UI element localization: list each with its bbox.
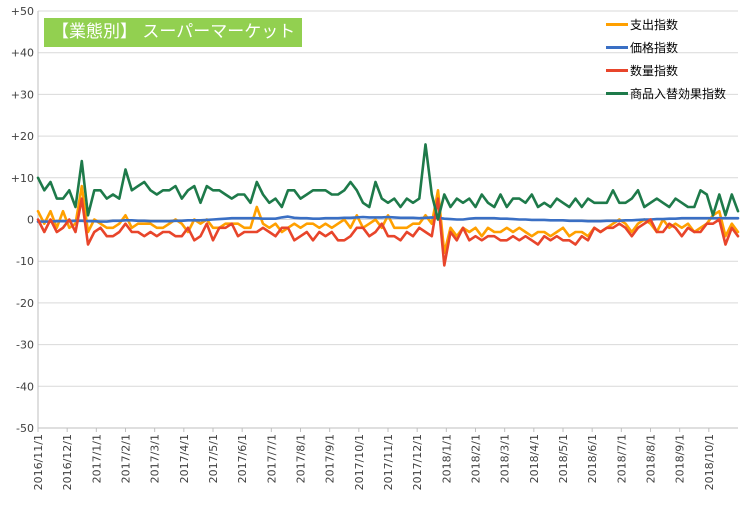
legend-label: 価格指数 xyxy=(630,41,679,55)
series-lines xyxy=(36,143,740,267)
x-tick-label: 2018/7/1 xyxy=(615,434,628,483)
x-tick-label: 2018/10/1 xyxy=(703,434,716,490)
x-tick-label: 2017/9/1 xyxy=(324,434,337,483)
x-tick-label: 2017/11/1 xyxy=(382,434,395,490)
series-line xyxy=(36,215,740,223)
x-tick-label: 2018/6/1 xyxy=(586,434,599,483)
legend: 支出指数 価格指数 数量指数 商品入替効果指数 xyxy=(606,16,742,108)
x-tick-label: 2016/11/1 xyxy=(32,434,45,490)
x-tick-label: 2017/8/1 xyxy=(295,434,308,483)
legend-item-quantity: 数量指数 xyxy=(606,62,742,85)
y-tick-label: -20 xyxy=(16,297,34,310)
x-tick-label: 2018/1/1 xyxy=(440,434,453,483)
legend-swatch xyxy=(606,92,628,95)
x-tick-label: 2018/4/1 xyxy=(528,434,541,483)
y-tick-label: 0 xyxy=(27,214,34,227)
x-tick-label: 2017/6/1 xyxy=(236,434,249,483)
x-tick-label: 2017/7/1 xyxy=(265,434,278,483)
chart-title: 【業態別】 スーパーマーケット xyxy=(44,18,302,47)
x-tick-label: 2018/2/1 xyxy=(470,434,483,483)
legend-item-price: 価格指数 xyxy=(606,39,742,62)
legend-swatch xyxy=(606,69,628,72)
y-tick-label: -30 xyxy=(16,339,34,352)
x-tick-label: 2018/5/1 xyxy=(557,434,570,483)
y-tick-label: -50 xyxy=(16,422,34,435)
legend-swatch xyxy=(606,46,628,49)
x-tick-label: 2016/12/1 xyxy=(61,434,74,490)
y-tick-label: -10 xyxy=(16,255,34,268)
series-line xyxy=(36,197,740,267)
x-tick-label: 2017/12/1 xyxy=(411,434,424,490)
x-tick-label: 2017/2/1 xyxy=(120,434,133,483)
legend-item-product-replacement: 商品入替効果指数 xyxy=(606,85,742,108)
y-tick-labels: +50 +40 +30 +20 +10 0 -10 -20 -30 -40 -50 xyxy=(11,5,34,435)
x-tick-label: 2017/1/1 xyxy=(90,434,103,483)
y-tick-label: +40 xyxy=(11,47,34,60)
legend-label: 商品入替効果指数 xyxy=(630,87,727,101)
y-tick-label: +50 xyxy=(11,5,34,18)
y-tick-label: +20 xyxy=(11,130,34,143)
x-tick-label: 2017/4/1 xyxy=(178,434,191,483)
x-tick-label: 2018/3/1 xyxy=(499,434,512,483)
y-tick-label: +30 xyxy=(11,88,34,101)
x-tick-label: 2018/9/1 xyxy=(674,434,687,483)
x-tick-label: 2017/3/1 xyxy=(149,434,162,483)
y-tick-label: +10 xyxy=(11,172,34,185)
legend-swatch xyxy=(606,23,628,26)
x-tick-label: 2017/5/1 xyxy=(207,434,220,483)
y-tick-label: -40 xyxy=(16,380,34,393)
series-line xyxy=(36,143,740,221)
legend-item-spending: 支出指数 xyxy=(606,16,742,39)
legend-label: 支出指数 xyxy=(630,18,679,32)
x-tick-label: 2018/8/1 xyxy=(645,434,658,483)
x-tick-labels: 2016/11/1 2016/12/1 2017/1/1 2017/2/1 2017/3… xyxy=(32,434,716,490)
x-tick-label: 2017/10/1 xyxy=(353,434,366,490)
legend-label: 数量指数 xyxy=(630,64,679,78)
